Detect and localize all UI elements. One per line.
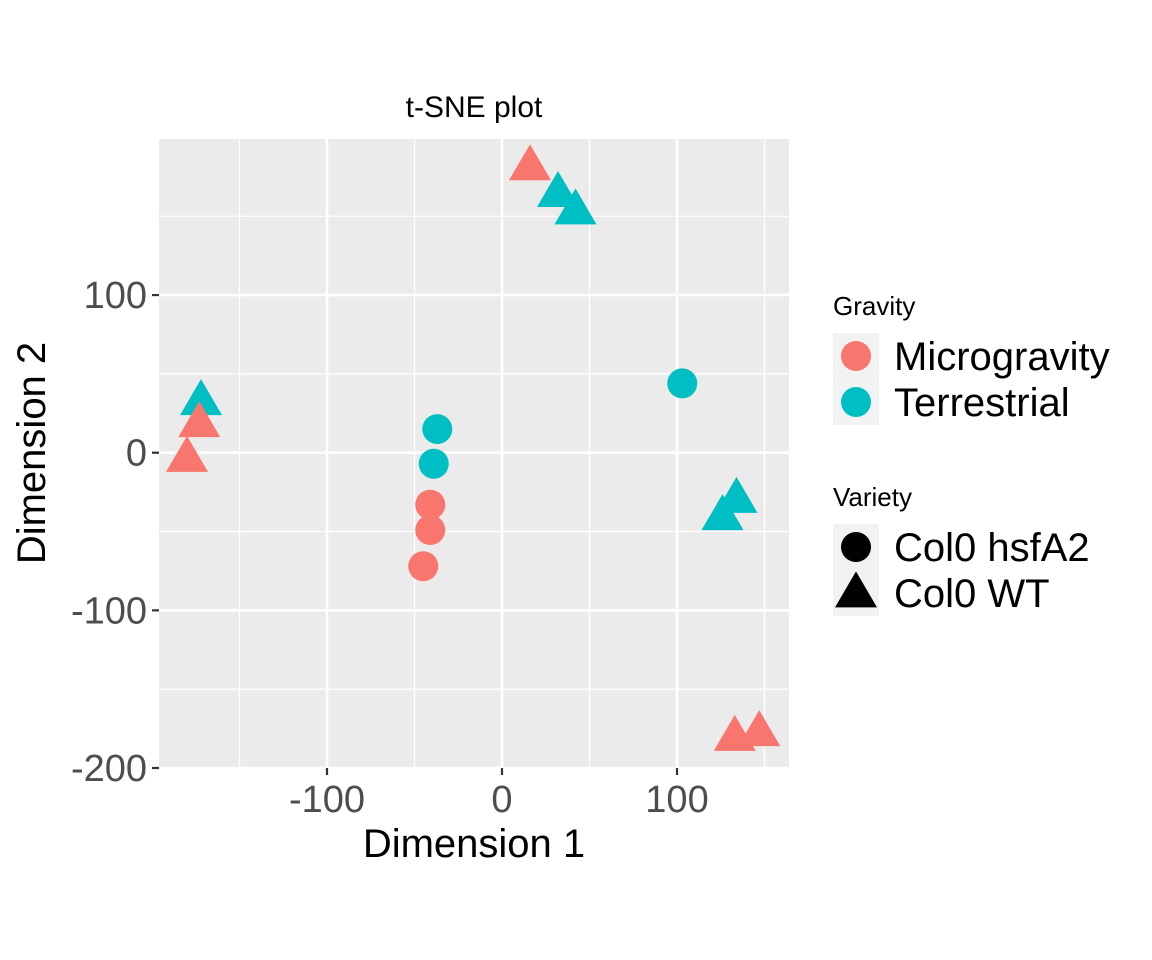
x-tick-label: -100 bbox=[289, 779, 365, 821]
data-point-circle bbox=[667, 368, 698, 399]
data-point-circle bbox=[418, 448, 449, 479]
legend-title: Variety bbox=[833, 482, 912, 512]
data-point-triangle bbox=[180, 379, 222, 416]
grid-lines bbox=[159, 139, 789, 770]
data-point-triangle bbox=[509, 144, 551, 181]
axes: -100 0 100 -200 -100 0 100 bbox=[71, 275, 709, 821]
y-tick-label: -200 bbox=[71, 748, 147, 790]
x-axis-title: Dimension 1 bbox=[363, 822, 585, 866]
legend-label: Terrestrial bbox=[894, 381, 1070, 425]
data-point-circle bbox=[408, 551, 439, 582]
legend-key-triangle bbox=[835, 571, 877, 608]
legend-key-circle bbox=[841, 532, 871, 562]
data-points bbox=[166, 144, 781, 751]
data-point-triangle bbox=[166, 435, 208, 472]
y-tick-label: 0 bbox=[126, 433, 147, 475]
y-tick-label: -100 bbox=[71, 590, 147, 632]
data-point-triangle bbox=[537, 170, 579, 207]
data-point-triangle bbox=[701, 494, 744, 531]
data-point-triangle bbox=[738, 710, 781, 747]
legend-title: Gravity bbox=[833, 291, 915, 321]
data-point-circle bbox=[415, 489, 446, 520]
data-point-circle bbox=[415, 514, 446, 545]
legend-key-color bbox=[841, 387, 871, 417]
data-point-triangle bbox=[554, 188, 597, 225]
legend-label: Microgravity bbox=[894, 335, 1110, 379]
legend-label: Col0 WT bbox=[894, 572, 1050, 616]
x-tick-label: 100 bbox=[645, 779, 708, 821]
legend-key-color bbox=[841, 341, 871, 371]
legend-label: Col0 hsfA2 bbox=[894, 526, 1090, 570]
y-tick-label: 100 bbox=[84, 275, 147, 317]
data-point-circle bbox=[422, 414, 453, 445]
data-point-triangle bbox=[178, 401, 221, 438]
y-axis-title: Dimension 2 bbox=[10, 342, 54, 564]
chart-title: t-SNE plot bbox=[406, 91, 543, 124]
x-tick-label: 0 bbox=[491, 779, 512, 821]
